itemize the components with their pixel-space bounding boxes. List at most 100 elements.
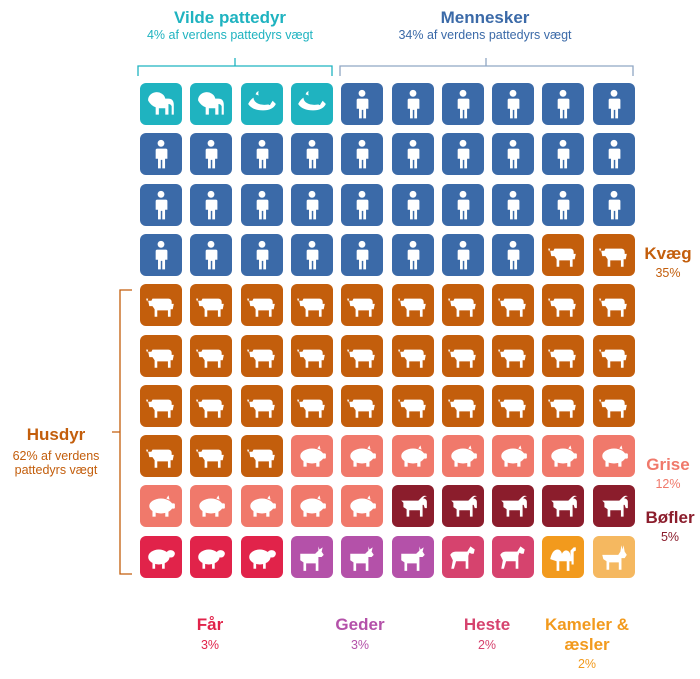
- husdyr-title: Husdyr: [26, 425, 86, 444]
- pig-icon: [341, 435, 384, 478]
- cattle-icon: [341, 284, 384, 327]
- horse-icon: [441, 535, 484, 578]
- pig-icon: [592, 435, 635, 478]
- human-icon: [341, 133, 384, 176]
- human-icon: [441, 233, 484, 276]
- mennesker-subtitle: 34% af verdens pattedyrs vægt: [398, 27, 572, 42]
- human-icon: [240, 183, 283, 226]
- cattle-icon: [240, 435, 283, 478]
- pig-icon: [140, 485, 182, 528]
- human-icon: [341, 83, 384, 125]
- faar-pct: 3%: [200, 637, 220, 652]
- bracket-mennesker: [339, 58, 634, 76]
- elephant-icon: [140, 83, 182, 125]
- human-icon: [492, 83, 535, 125]
- human-icon: [492, 233, 535, 276]
- cattle-icon: [441, 284, 484, 327]
- donkey-icon: [592, 535, 635, 578]
- cattle-icon: [441, 334, 484, 377]
- buffalo-icon: [391, 485, 434, 528]
- bracket-vilde: [137, 58, 333, 76]
- human-icon: [290, 233, 333, 276]
- cattle-icon: [592, 284, 635, 327]
- human-icon: [391, 233, 434, 276]
- mennesker-title: Mennesker: [440, 8, 530, 27]
- pig-icon: [391, 435, 434, 478]
- human-icon: [592, 133, 635, 176]
- human-icon: [140, 233, 182, 276]
- grise-pct: 12%: [655, 476, 681, 491]
- label-vilde-pattedyr: Vilde pattedyr 4% af verdens pattedyrs v…: [125, 8, 335, 42]
- label-heste: Heste 2%: [447, 615, 527, 652]
- pig-icon: [290, 435, 333, 478]
- cattle-icon: [341, 334, 384, 377]
- human-icon: [190, 183, 233, 226]
- cattle-icon: [140, 435, 182, 478]
- human-icon: [140, 133, 182, 176]
- label-grise: Grise 12%: [640, 455, 696, 491]
- cattle-icon: [190, 284, 233, 327]
- cattle-icon: [542, 334, 585, 377]
- whale-icon: [290, 83, 333, 125]
- elephant-icon: [190, 83, 233, 125]
- human-icon: [542, 183, 585, 226]
- label-bofler: Bøfler 5%: [640, 508, 700, 544]
- human-icon: [240, 233, 283, 276]
- human-icon: [492, 133, 535, 176]
- human-icon: [240, 133, 283, 176]
- camel-icon: [542, 535, 585, 578]
- pig-icon: [290, 485, 333, 528]
- label-faar: Får 3%: [170, 615, 250, 652]
- buffalo-icon: [492, 485, 535, 528]
- cattle-icon: [190, 384, 233, 427]
- kvaeg-title: Kvæg: [644, 244, 692, 263]
- human-icon: [391, 133, 434, 176]
- human-icon: [290, 183, 333, 226]
- label-husdyr: Husdyr 62% af verdens pattedyrs vægt: [4, 425, 108, 477]
- cattle-icon: [290, 384, 333, 427]
- geder-title: Geder: [335, 615, 385, 634]
- vilde-title: Vilde pattedyr: [173, 8, 287, 27]
- label-geder: Geder 3%: [320, 615, 400, 652]
- cattle-icon: [592, 384, 635, 427]
- geder-pct: 3%: [350, 637, 370, 652]
- cattle-icon: [492, 334, 535, 377]
- human-icon: [441, 133, 484, 176]
- label-mennesker: Mennesker 34% af verdens pattedyrs vægt: [360, 8, 610, 42]
- human-icon: [542, 133, 585, 176]
- cattle-icon: [441, 384, 484, 427]
- goat-icon: [391, 535, 434, 578]
- bofler-pct: 5%: [660, 529, 680, 544]
- cattle-icon: [542, 233, 585, 276]
- cattle-icon: [240, 384, 283, 427]
- heste-title: Heste: [463, 615, 511, 634]
- cattle-icon: [592, 233, 635, 276]
- label-kameler: Kameler & æsler 2%: [540, 615, 634, 671]
- cattle-icon: [290, 284, 333, 327]
- cattle-icon: [542, 384, 585, 427]
- human-icon: [341, 233, 384, 276]
- human-icon: [592, 83, 635, 125]
- cattle-icon: [391, 284, 434, 327]
- cattle-icon: [240, 284, 283, 327]
- cattle-icon: [140, 384, 182, 427]
- pig-icon: [441, 435, 484, 478]
- human-icon: [391, 83, 434, 125]
- cattle-icon: [341, 384, 384, 427]
- bofler-title: Bøfler: [645, 508, 695, 527]
- human-icon: [190, 233, 233, 276]
- goat-icon: [341, 535, 384, 578]
- cattle-icon: [391, 334, 434, 377]
- husdyr-subtitle: 62% af verdens pattedyrs vægt: [12, 448, 100, 477]
- grise-title: Grise: [646, 455, 690, 474]
- pig-icon: [542, 435, 585, 478]
- human-icon: [341, 183, 384, 226]
- kvaeg-pct: 35%: [655, 265, 681, 280]
- sheep-icon: [140, 535, 182, 578]
- human-icon: [592, 183, 635, 226]
- horse-icon: [492, 535, 535, 578]
- buffalo-icon: [592, 485, 635, 528]
- human-icon: [441, 183, 484, 226]
- cattle-icon: [140, 334, 182, 377]
- sheep-icon: [190, 535, 233, 578]
